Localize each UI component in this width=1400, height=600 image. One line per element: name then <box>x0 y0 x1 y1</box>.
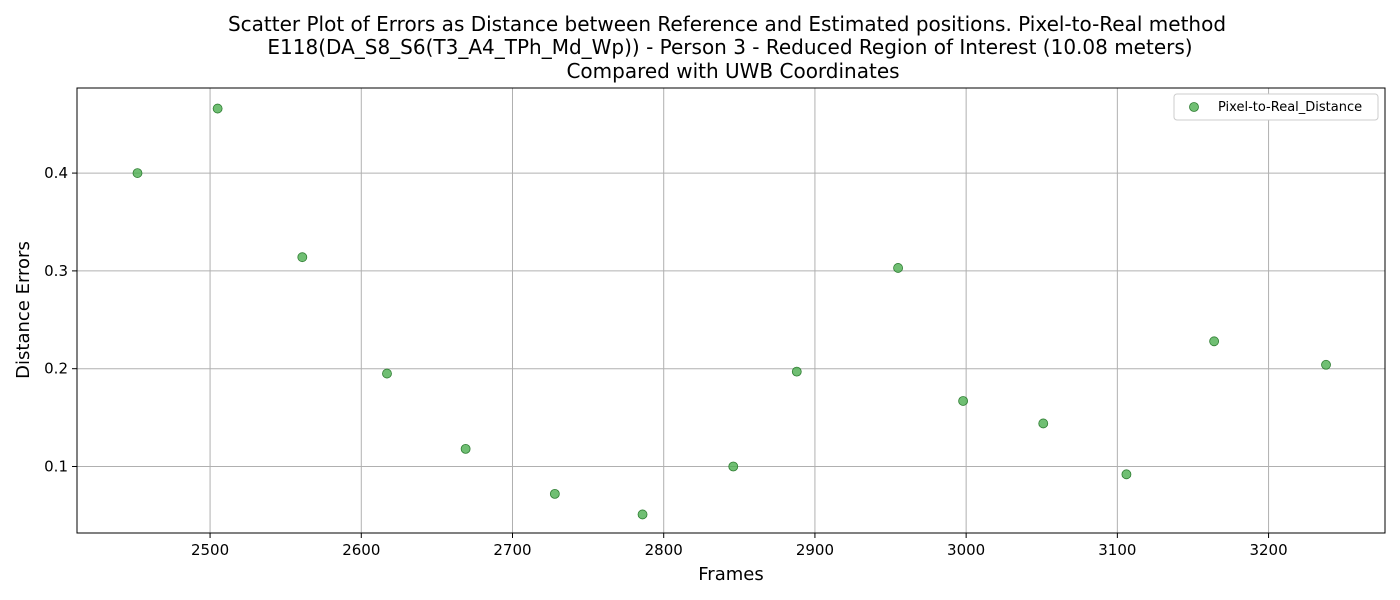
y-tick-label: 0.1 <box>44 457 68 475</box>
chart-title-line-2: E118(DA_S8_S6(T3_A4_TPh_Md_Wp)) - Person… <box>267 35 1192 59</box>
data-point <box>549 488 560 499</box>
x-tick-label: 2700 <box>493 541 531 559</box>
data-point <box>791 366 802 377</box>
chart-title-line-1: Scatter Plot of Errors as Distance betwe… <box>228 12 1226 36</box>
y-tick-label: 0.4 <box>44 164 68 182</box>
x-tick-label: 2900 <box>796 541 834 559</box>
data-point <box>297 252 308 263</box>
data-point <box>728 461 739 472</box>
legend: Pixel-to-Real_Distance <box>1173 93 1379 121</box>
data-point <box>1038 418 1049 429</box>
data-point <box>893 263 903 273</box>
legend-marker <box>1189 102 1199 112</box>
x-axis-label: Frames <box>698 564 763 585</box>
x-tick-label: 2800 <box>645 541 683 559</box>
data-point <box>212 103 223 114</box>
data-point <box>637 509 648 520</box>
ticks: 2500 2600 2700 2800 2900 3000 3100 3200 0.1 0.2 0.… <box>44 164 1288 559</box>
x-tick-label: 2600 <box>342 541 380 559</box>
data-point <box>958 396 969 406</box>
y-axis-label: Distance Errors <box>13 241 34 379</box>
x-tick-label: 2500 <box>191 541 229 559</box>
y-tick-label: 0.2 <box>44 360 68 378</box>
data-point <box>1321 359 1331 370</box>
legend-box <box>1173 93 1379 121</box>
data-point <box>132 168 143 178</box>
plot-area-frame <box>76 87 1386 534</box>
data-point <box>1121 469 1132 480</box>
y-tick-label: 0.3 <box>44 262 68 280</box>
data-point <box>382 368 392 379</box>
data-points <box>132 103 1331 520</box>
data-point <box>1209 336 1220 347</box>
x-tick-label: 3200 <box>1249 541 1287 559</box>
x-tick-label: 3000 <box>947 541 985 559</box>
chart-title-line-3: Compared with UWB Coordinates <box>566 59 899 83</box>
data-point <box>460 443 471 454</box>
x-tick-label: 3100 <box>1098 541 1136 559</box>
legend-label: Pixel-to-Real_Distance <box>1218 100 1362 115</box>
